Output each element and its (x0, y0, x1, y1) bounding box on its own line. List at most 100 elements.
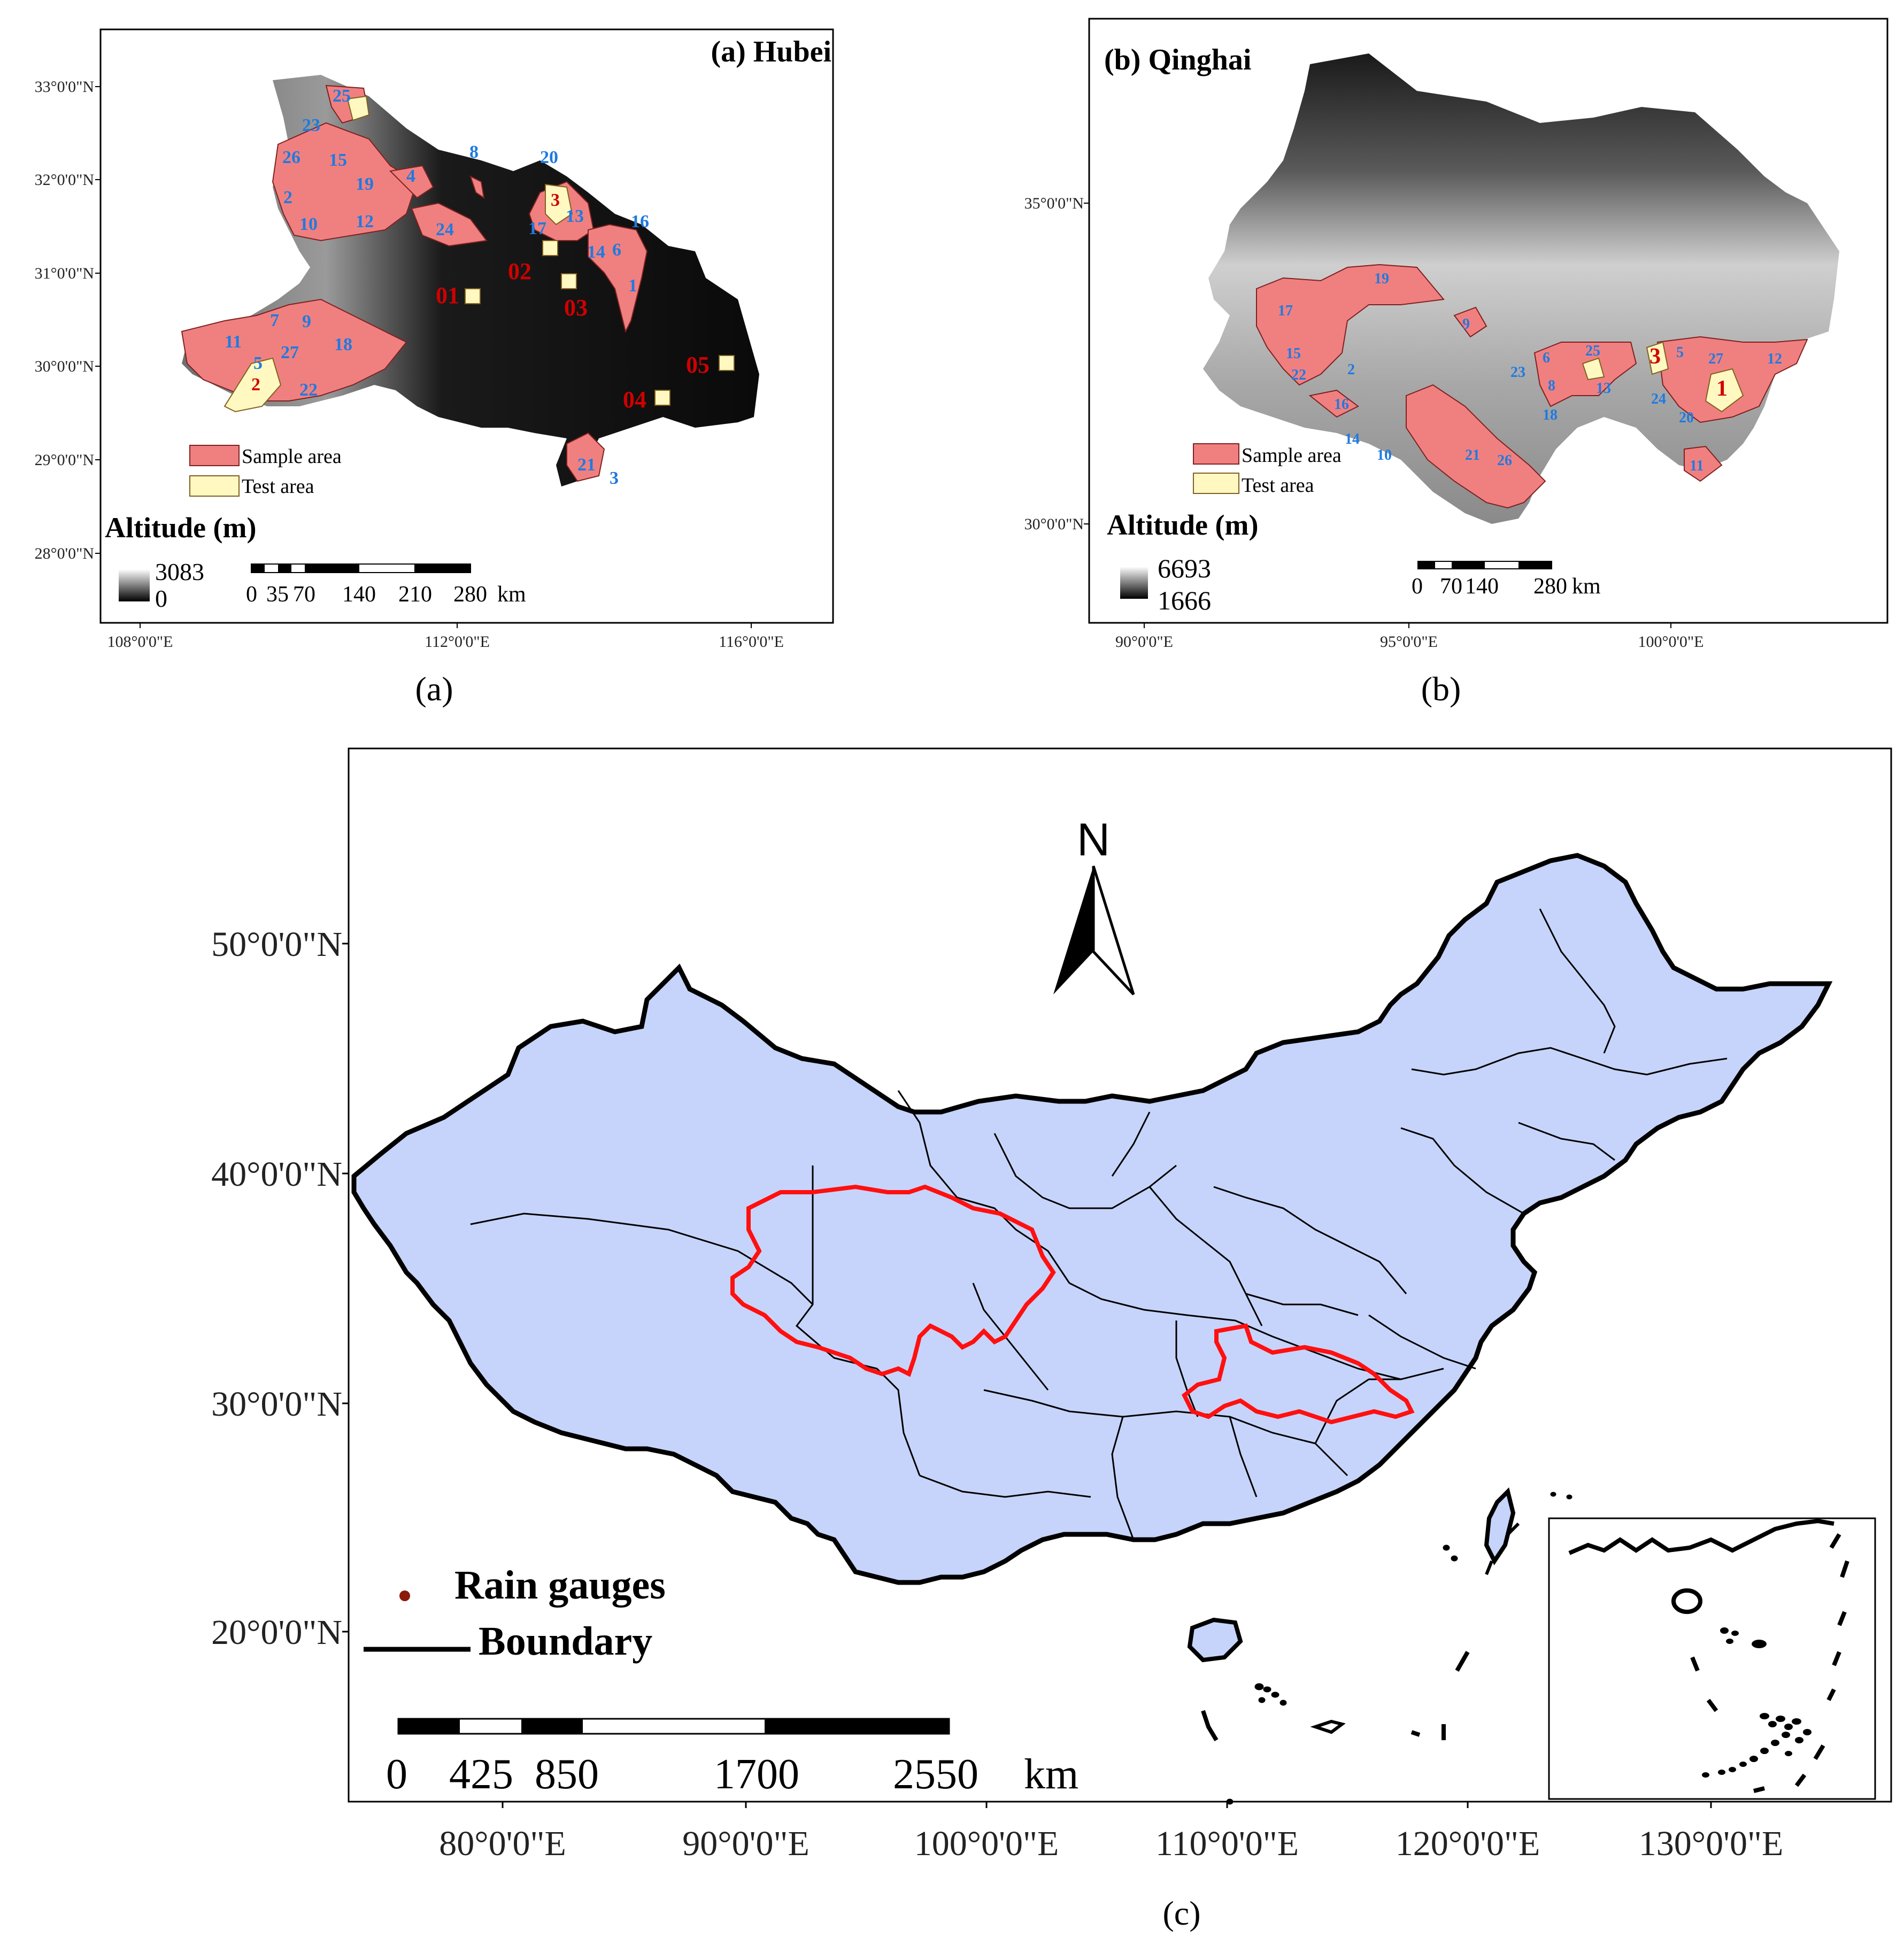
hubei-label: 5 (253, 353, 263, 373)
panel-a-lat-labels: 33°0'0"N 32°0'0"N 31°0'0"N 30°0'0"N 29°0… (35, 78, 94, 562)
qinghai-test-areas (1582, 341, 1744, 413)
qinghai-label: 23 (1510, 364, 1525, 381)
lat-label: 30°0'0"N (211, 1385, 342, 1424)
panel-a-lon-ticks (140, 623, 752, 628)
qinghai-label: 12 (1767, 351, 1782, 367)
panel-c-lat-ticks (342, 943, 349, 1633)
lon-label: 80°0'0"E (439, 1824, 566, 1863)
hubei-test-areas (223, 95, 735, 413)
lon-label: 112°0'0"E (425, 633, 490, 651)
lat-label: 30°0'0"N (35, 358, 94, 375)
qinghai-region-9 (1453, 306, 1487, 338)
qinghai-test-small (1582, 357, 1605, 381)
qinghai-label: 18 (1543, 407, 1558, 423)
altitude-min-a: 0 (155, 585, 167, 612)
scale-labels-c: 0 425 850 1700 2550 km (386, 1751, 1078, 1798)
altitude-title-b: Altitude (m) (1107, 509, 1258, 541)
scale-label: 0 (246, 582, 257, 607)
scale-bar-a (251, 563, 471, 573)
rain-gauge-symbol (399, 1590, 410, 1601)
qinghai-test-1 (1705, 368, 1744, 413)
lon-label: 130°0'0"E (1639, 1824, 1784, 1863)
hubei-label: 3 (551, 190, 560, 210)
qinghai-label: 5 (1676, 344, 1684, 361)
qinghai-label: 22 (1291, 367, 1306, 383)
qinghai-test-3 (1646, 341, 1669, 375)
qinghai-label: 2 (1347, 361, 1355, 378)
qinghai-label: 10 (1377, 447, 1392, 464)
scale-label: 35 (266, 582, 289, 607)
legend-sample-label-a: Sample area (242, 445, 342, 468)
panel-b-lon-ticks (1144, 623, 1671, 628)
lat-label: 40°0'0"N (211, 1155, 342, 1194)
hubei-label: 27 (281, 343, 299, 362)
qinghai-label: 15 (1286, 345, 1301, 362)
hubei-test-top (346, 95, 370, 121)
north-arrow-icon (1053, 866, 1093, 994)
hubei-label: 23 (302, 115, 320, 135)
inset-hainan (1671, 1588, 1702, 1614)
scale-bar-b (1417, 561, 1552, 569)
scale-label: 280 (453, 582, 487, 607)
lat-label: 33°0'0"N (35, 78, 94, 96)
lon-label: 90°0'0"E (1115, 633, 1173, 651)
hubei-test-labels: 01 02 03 04 05 (436, 258, 710, 413)
altitude-min-b: 1666 (1158, 585, 1211, 615)
test-label-05: 05 (686, 352, 710, 378)
hubei-label: 4 (406, 166, 415, 186)
legend-boundary-label: Boundary (479, 1619, 652, 1664)
qinghai-label: 14 (1345, 431, 1360, 447)
hubei-region-east (588, 223, 648, 333)
hubei-label: 9 (302, 312, 311, 331)
hubei-label: 13 (566, 206, 584, 226)
hubei-label: 10 (299, 214, 318, 234)
hubei-label: 11 (225, 332, 242, 352)
scale-label: 1700 (714, 1751, 799, 1798)
scale-label: 140 (1465, 574, 1499, 599)
scale-bar-c (397, 1718, 950, 1735)
hubei-test-03 (561, 273, 577, 289)
scale-label: 0 (386, 1751, 407, 1798)
qinghai-label: 24 (1651, 391, 1666, 407)
lon-label: 116°0'0"E (719, 633, 784, 651)
lat-label: 32°0'0"N (35, 171, 94, 189)
qinghai-highlight-boundary (730, 1184, 1056, 1377)
hubei-label: 3 (610, 468, 619, 488)
legend-test-label-a: Test area (242, 475, 314, 498)
lon-label: 100°0'0"E (914, 1824, 1059, 1863)
qinghai-region-mid (1533, 342, 1637, 407)
panel-b-lat-ticks (1084, 203, 1089, 524)
qinghai-label: 13 (1596, 380, 1611, 397)
qinghai-label: 20 (1679, 410, 1694, 426)
hubei-region-21 (566, 432, 605, 482)
north-label: N (1077, 814, 1110, 866)
north-arrow-icon-right (1092, 866, 1135, 995)
lat-label: 31°0'0"N (35, 265, 94, 282)
qinghai-label: 26 (1497, 452, 1512, 469)
hubei-region-sw (181, 298, 407, 401)
legend-test-swatch-a (189, 475, 240, 497)
legend-sample-swatch-a (189, 445, 240, 466)
hubei-region-labels: 25 23 26 15 19 4 8 20 2 10 12 24 3 17 13… (225, 86, 649, 488)
lat-label: 29°0'0"N (35, 451, 94, 469)
panel-c-china: N (211, 747, 1892, 1932)
hubei-label: 25 (333, 86, 351, 106)
inset-map (1548, 1517, 1876, 1800)
hubei-label: 6 (612, 240, 621, 260)
qinghai-region-19-17 (1256, 264, 1445, 386)
panel-a-lon-labels: 108°0'0"E 112°0'0"E 116°0'0"E (107, 633, 784, 651)
scale-labels-b: 0 70 140 280 km (1412, 574, 1601, 599)
panel-a-caption: (a) (415, 670, 453, 708)
hainan-island (1187, 1617, 1243, 1663)
qinghai-region-21-26 (1406, 384, 1546, 509)
legend-test-swatch-b (1193, 473, 1239, 494)
qinghai-label: 6 (1543, 350, 1550, 366)
legend-sample-label-b: Sample area (1242, 444, 1342, 467)
altitude-max-b: 6693 (1158, 553, 1211, 583)
hubei-label: 21 (577, 455, 596, 475)
scale-label: 70 (1440, 574, 1462, 599)
lat-label: 20°0'0"N (211, 1613, 342, 1652)
hubei-label: 16 (631, 212, 649, 231)
panel-c-lon-labels: 80°0'0"E 90°0'0"E 100°0'0"E 110°0'0"E 12… (439, 1824, 1783, 1863)
